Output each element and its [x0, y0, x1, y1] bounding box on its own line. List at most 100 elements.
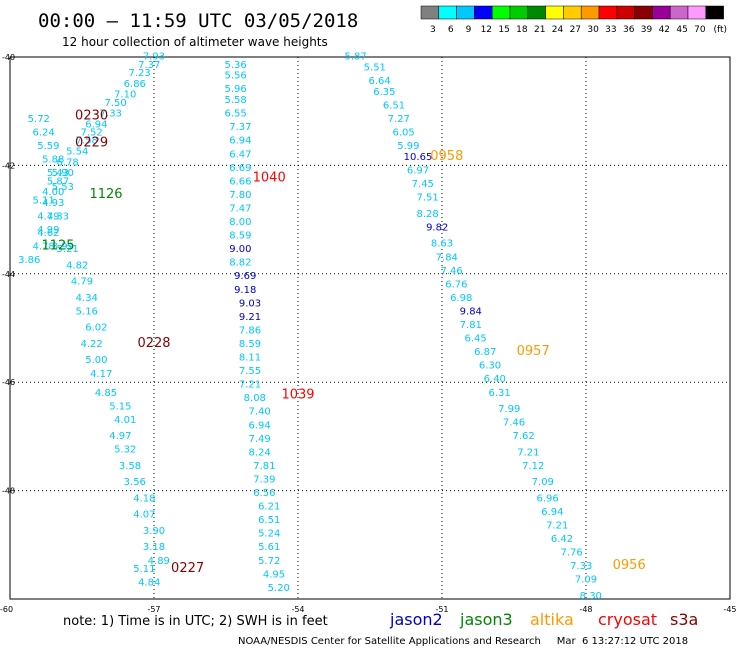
- wave-height-value: 5.00: [85, 355, 107, 366]
- wave-height-value: 4.00: [42, 187, 64, 198]
- legend-swatch: [527, 5, 546, 20]
- wave-height-value: 9.84: [460, 306, 482, 317]
- wave-height-value: 5.54: [66, 147, 88, 158]
- wave-height-value: 9.82: [426, 222, 448, 233]
- legend-swatch: [491, 5, 511, 20]
- legend-label: 3: [430, 25, 436, 35]
- wave-height-value: 6.21: [258, 502, 280, 513]
- wave-height-value: 5.87: [47, 176, 69, 187]
- wave-height-value: 4.82: [66, 260, 88, 271]
- pass-time-labels: 0230 0229 1126 1125 0228 0227 1040 1039 0958 0957…: [41, 108, 645, 576]
- wave-height-value: 9.69: [234, 271, 256, 282]
- wave-height-value: 6.05: [392, 128, 414, 139]
- legend-swatch: [563, 5, 582, 20]
- wave-height-value: 4.95: [263, 569, 285, 580]
- legend-label: 6: [448, 25, 454, 35]
- wave-height-value: 7.84: [436, 252, 458, 263]
- legend-swatch: [438, 5, 457, 20]
- legend-label: 15: [498, 25, 509, 35]
- pass-time-label: 1125: [41, 238, 74, 253]
- wave-height-value: 7.21: [239, 380, 261, 391]
- wave-height-value: 5.51: [364, 63, 386, 74]
- wave-height-value: 4.18: [133, 493, 155, 504]
- wave-height-points: 7.937.377.236.867.107.507.336.947.527.58…: [18, 52, 602, 602]
- legend-swatch: [509, 5, 529, 20]
- wave-height-value: 5.11: [32, 195, 54, 206]
- wave-height-value: 4.93: [42, 198, 64, 209]
- x-tick-label: -48: [579, 605, 592, 614]
- wave-height-value: 4.33: [47, 212, 69, 223]
- wave-height-value: 5.59: [37, 141, 59, 152]
- y-tick-labels: -40 -42 -44 -46 -48: [2, 53, 15, 496]
- wave-height-value: 5.90: [52, 168, 74, 179]
- wave-height-value: 7.50: [104, 98, 126, 109]
- wave-height-value: 4.01: [114, 415, 136, 426]
- wave-height-value: 7.45: [412, 179, 434, 190]
- wave-height-value: 5.24: [258, 529, 280, 540]
- wave-height-value: 7.33: [570, 561, 592, 572]
- wave-height-value: 5.43: [47, 168, 69, 179]
- legend-label: 39: [641, 25, 653, 35]
- satellite-name: cryosat: [598, 610, 657, 629]
- legend-label: 30: [587, 25, 599, 35]
- wave-height-value: 9.18: [234, 285, 256, 296]
- wave-height-value: 5.11: [133, 564, 155, 575]
- x-tick-labels: -57 -54 -51 -48 -45: [147, 605, 736, 614]
- legend-label: 33: [605, 25, 616, 35]
- wave-height-value: 5.99: [397, 141, 419, 152]
- legend-unit: (ft): [713, 25, 727, 35]
- wave-height-value: 6.24: [32, 128, 54, 139]
- wave-height-value: 7.76: [560, 548, 582, 559]
- wave-height-value: 7.09: [575, 575, 597, 586]
- legend-label: 45: [676, 25, 687, 35]
- legend-swatch: [598, 5, 618, 20]
- legend-swatch: [456, 5, 475, 20]
- wave-height-value: 7.09: [532, 477, 554, 488]
- pass-time-label: 0227: [171, 561, 204, 576]
- wave-height-value: 8.28: [416, 209, 438, 220]
- wave-height-value: 5.32: [114, 445, 136, 456]
- gridlines: [10, 57, 730, 599]
- wave-height-value: 9.03: [239, 298, 261, 309]
- wave-height-value: 3.58: [119, 461, 141, 472]
- wave-height-value: 8.63: [431, 239, 453, 250]
- legend-swatch: [616, 5, 635, 20]
- wave-height-value: 3.18: [143, 542, 165, 553]
- wave-height-value: 4.89: [148, 556, 170, 567]
- y-tick-label: -46: [2, 378, 15, 387]
- wave-height-value: 7.37: [229, 122, 251, 133]
- wave-height-value: 6.94: [85, 119, 107, 130]
- wave-height-value: 6.02: [85, 323, 107, 334]
- wave-height-value: 7.81: [253, 461, 275, 472]
- legend-label: 9: [466, 25, 472, 35]
- wave-height-value: 6.31: [488, 388, 510, 399]
- wave-height-value: 8.24: [248, 447, 270, 458]
- legend-swatch: [420, 5, 440, 20]
- wave-height-value: 6.56: [253, 488, 275, 499]
- pass-time-label: 1040: [253, 171, 286, 186]
- legend-swatch: [705, 5, 724, 20]
- wave-height-value: 5.36: [224, 60, 246, 71]
- wave-height-value: 4.97: [109, 431, 131, 442]
- wave-height-value: 7.51: [416, 193, 438, 204]
- y-tick-label: -44: [2, 270, 15, 279]
- y-tick-label: -42: [2, 161, 15, 170]
- satellite-name: altika: [530, 610, 574, 629]
- wave-height-value: 6.94: [229, 136, 251, 147]
- wave-height-value: 7.47: [229, 203, 251, 214]
- map-subtitle: 12 hour collection of altimeter wave hei…: [62, 35, 328, 49]
- wave-height-value: 7.55: [239, 366, 261, 377]
- wave-height-value: 9.00: [229, 244, 251, 255]
- x-tick-label: -45: [723, 605, 736, 614]
- wave-height-value: 9.21: [239, 312, 261, 323]
- wave-height-value: 5.72: [28, 114, 50, 125]
- wave-height-value: 4.99: [37, 225, 59, 236]
- legend-swatch: [687, 5, 707, 20]
- wave-height-value: 6.40: [484, 374, 506, 385]
- wave-height-value: 7.46: [503, 418, 525, 429]
- wave-height-value: 6.87: [474, 347, 496, 358]
- legend-label: 12: [481, 25, 492, 35]
- wave-height-value: 8.08: [244, 393, 266, 404]
- color-legend: 3 6 9 12 15 18 21 24 27 30 33 36 39 42 45 70 (ft): [420, 5, 727, 35]
